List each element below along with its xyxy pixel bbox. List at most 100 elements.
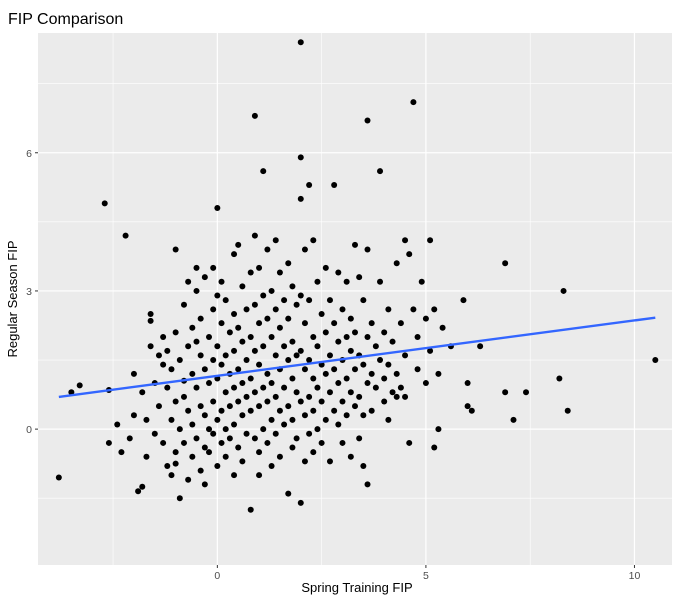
data-point	[276, 324, 283, 331]
data-point	[222, 426, 229, 433]
data-point	[197, 403, 204, 410]
data-point	[260, 384, 267, 391]
data-point	[176, 426, 183, 433]
data-point	[135, 488, 142, 495]
data-point	[193, 287, 200, 294]
x-axis-ticks: 0 5 10	[214, 565, 640, 582]
data-point	[176, 495, 183, 502]
data-point	[256, 449, 263, 456]
data-point	[343, 412, 350, 419]
data-point	[260, 426, 267, 433]
data-point	[189, 453, 196, 460]
data-point	[130, 412, 137, 419]
data-point	[414, 366, 421, 373]
data-point	[297, 292, 304, 299]
data-point	[347, 347, 354, 354]
data-point	[276, 407, 283, 414]
data-point	[264, 370, 271, 377]
data-point	[176, 357, 183, 364]
data-point	[385, 416, 392, 423]
data-point	[289, 338, 296, 345]
data-point	[322, 264, 329, 271]
data-point	[281, 421, 288, 428]
data-point	[293, 301, 300, 308]
data-point	[326, 458, 333, 465]
data-point	[251, 112, 258, 119]
data-point	[256, 320, 263, 327]
data-point	[310, 407, 317, 414]
data-point	[464, 380, 471, 387]
data-point	[160, 361, 167, 368]
data-point	[210, 357, 217, 364]
data-point	[214, 343, 221, 350]
data-point	[151, 430, 158, 437]
data-point	[427, 237, 434, 244]
data-point	[231, 310, 238, 317]
data-point	[431, 306, 438, 313]
data-point	[155, 403, 162, 410]
data-point	[406, 439, 413, 446]
data-point	[251, 435, 258, 442]
data-point	[231, 472, 238, 479]
data-point	[331, 407, 338, 414]
data-point	[210, 306, 217, 313]
data-point	[218, 439, 225, 446]
data-point	[326, 389, 333, 396]
data-point	[251, 232, 258, 239]
data-point	[310, 449, 317, 456]
data-point	[464, 403, 471, 410]
data-point	[226, 329, 233, 336]
data-point	[310, 375, 317, 382]
chart-title: FIP Comparison	[8, 11, 123, 28]
data-point	[180, 393, 187, 400]
data-point	[422, 315, 429, 322]
data-point	[427, 347, 434, 354]
data-point	[222, 389, 229, 396]
data-point	[189, 370, 196, 377]
data-point	[206, 334, 213, 340]
data-point	[289, 375, 296, 382]
grid-minor	[38, 33, 672, 565]
data-point	[272, 306, 279, 313]
data-point	[377, 168, 384, 175]
data-point	[335, 380, 342, 387]
data-point	[310, 237, 317, 244]
data-point	[164, 462, 171, 469]
data-point	[243, 306, 250, 313]
data-point	[193, 264, 200, 271]
data-point	[502, 260, 509, 267]
data-point	[256, 472, 263, 479]
data-point	[193, 384, 200, 391]
data-point	[197, 467, 204, 474]
data-point	[256, 264, 263, 271]
data-point	[268, 287, 275, 294]
data-point	[239, 283, 246, 290]
data-point	[381, 375, 388, 382]
data-point	[285, 315, 292, 322]
data-point	[55, 474, 62, 481]
data-point	[331, 366, 338, 373]
data-point	[239, 380, 246, 387]
data-point	[160, 439, 167, 446]
data-point	[335, 338, 342, 345]
data-point	[377, 278, 384, 285]
data-point	[235, 241, 242, 248]
data-point	[389, 389, 396, 396]
data-point	[301, 246, 308, 253]
y-axis-ticks: 0 3 6	[26, 148, 38, 436]
data-point	[235, 398, 242, 405]
data-point	[201, 481, 208, 488]
data-point	[364, 481, 371, 488]
data-point	[260, 292, 267, 299]
data-point	[206, 380, 213, 387]
data-point	[347, 453, 354, 460]
data-point	[393, 393, 400, 400]
data-point	[172, 329, 179, 336]
data-point	[468, 407, 475, 414]
data-point	[477, 343, 484, 350]
data-point	[331, 320, 338, 327]
data-point	[560, 287, 567, 294]
data-point	[360, 361, 367, 368]
data-point	[652, 357, 659, 364]
data-point	[397, 320, 404, 327]
